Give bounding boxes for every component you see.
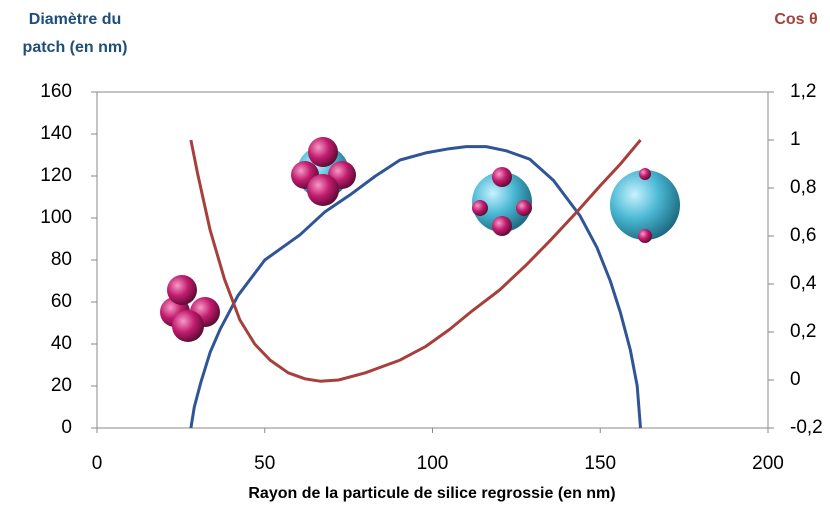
y-tick-label: 40	[51, 333, 72, 354]
y-tick-label: 60	[51, 291, 72, 312]
x-tick-label: 0	[92, 453, 103, 474]
y-tick-label: 160	[40, 81, 72, 102]
y-tick-label: 0	[61, 417, 72, 438]
y2-tick-label: -0,2	[790, 417, 823, 438]
y2-tick-label: 0,8	[790, 177, 816, 198]
decor	[160, 137, 680, 342]
y-tick-label: 120	[40, 165, 72, 186]
y2-tick-label: 0,6	[790, 225, 816, 246]
x-tick-label: 50	[254, 453, 275, 474]
x-tick-label: 150	[584, 453, 616, 474]
y2-tick-label: 0,4	[790, 273, 817, 294]
y-tick-label: 20	[51, 375, 72, 396]
y2-tick-label: 1	[790, 129, 801, 150]
y-tick-label: 80	[51, 249, 72, 270]
y-axis-title: patch (en nm)	[23, 39, 128, 56]
plot-frame	[96, 91, 769, 429]
x-axis-title: Rayon de la particule de silice regrossi…	[248, 485, 615, 502]
y2-axis-title: Cos θ	[774, 11, 817, 28]
y2-tick-label: 1,2	[790, 81, 816, 102]
line-series	[189, 145, 642, 429]
y-tick-label: 100	[40, 207, 72, 228]
x-tick-label: 200	[752, 453, 784, 474]
y2-tick-label: 0	[790, 369, 801, 390]
y-tick-label: 140	[40, 123, 72, 144]
line-series	[189, 139, 642, 383]
y-axis-title: Diamètre du	[29, 11, 121, 28]
y2-tick-label: 0,2	[790, 321, 816, 342]
x-tick-label: 100	[417, 453, 449, 474]
